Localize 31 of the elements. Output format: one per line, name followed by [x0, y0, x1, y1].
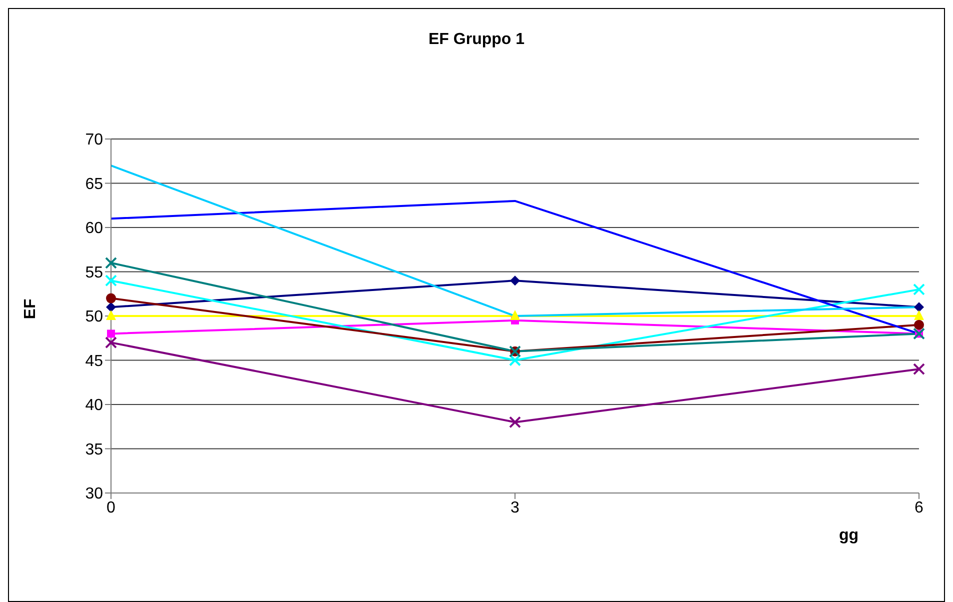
- point: [914, 310, 924, 320]
- y-tick-label: 45: [85, 352, 104, 370]
- point: [914, 302, 924, 312]
- point: [913, 363, 925, 376]
- x-tick-label: 3: [510, 499, 520, 516]
- y-axis-title: EF: [22, 298, 40, 320]
- x-tick-label: 6: [914, 499, 924, 516]
- point: [105, 256, 117, 269]
- point: [913, 283, 925, 296]
- point: [105, 336, 117, 349]
- point: [106, 293, 116, 304]
- point: [105, 274, 117, 287]
- y-tick-label: 60: [85, 220, 104, 238]
- x-axis-title: gg: [839, 527, 859, 545]
- chart-title: EF Gruppo 1: [428, 31, 526, 49]
- point: [107, 330, 115, 338]
- point: [510, 310, 520, 320]
- y-tick-label: 30: [85, 486, 104, 503]
- point: [106, 310, 116, 320]
- point: [509, 416, 521, 428]
- y-tick-label: 50: [85, 308, 104, 326]
- point: [509, 354, 521, 366]
- y-tick-label: 70: [85, 132, 104, 149]
- y-tick-label: 40: [85, 397, 104, 414]
- y-tick-label: 55: [85, 264, 104, 282]
- point: [510, 276, 520, 286]
- y-tick-label: 35: [85, 441, 104, 458]
- point: [914, 320, 924, 330]
- point: [106, 302, 116, 312]
- x-tick-label: 0: [106, 499, 116, 516]
- y-tick-label: 65: [85, 176, 104, 193]
